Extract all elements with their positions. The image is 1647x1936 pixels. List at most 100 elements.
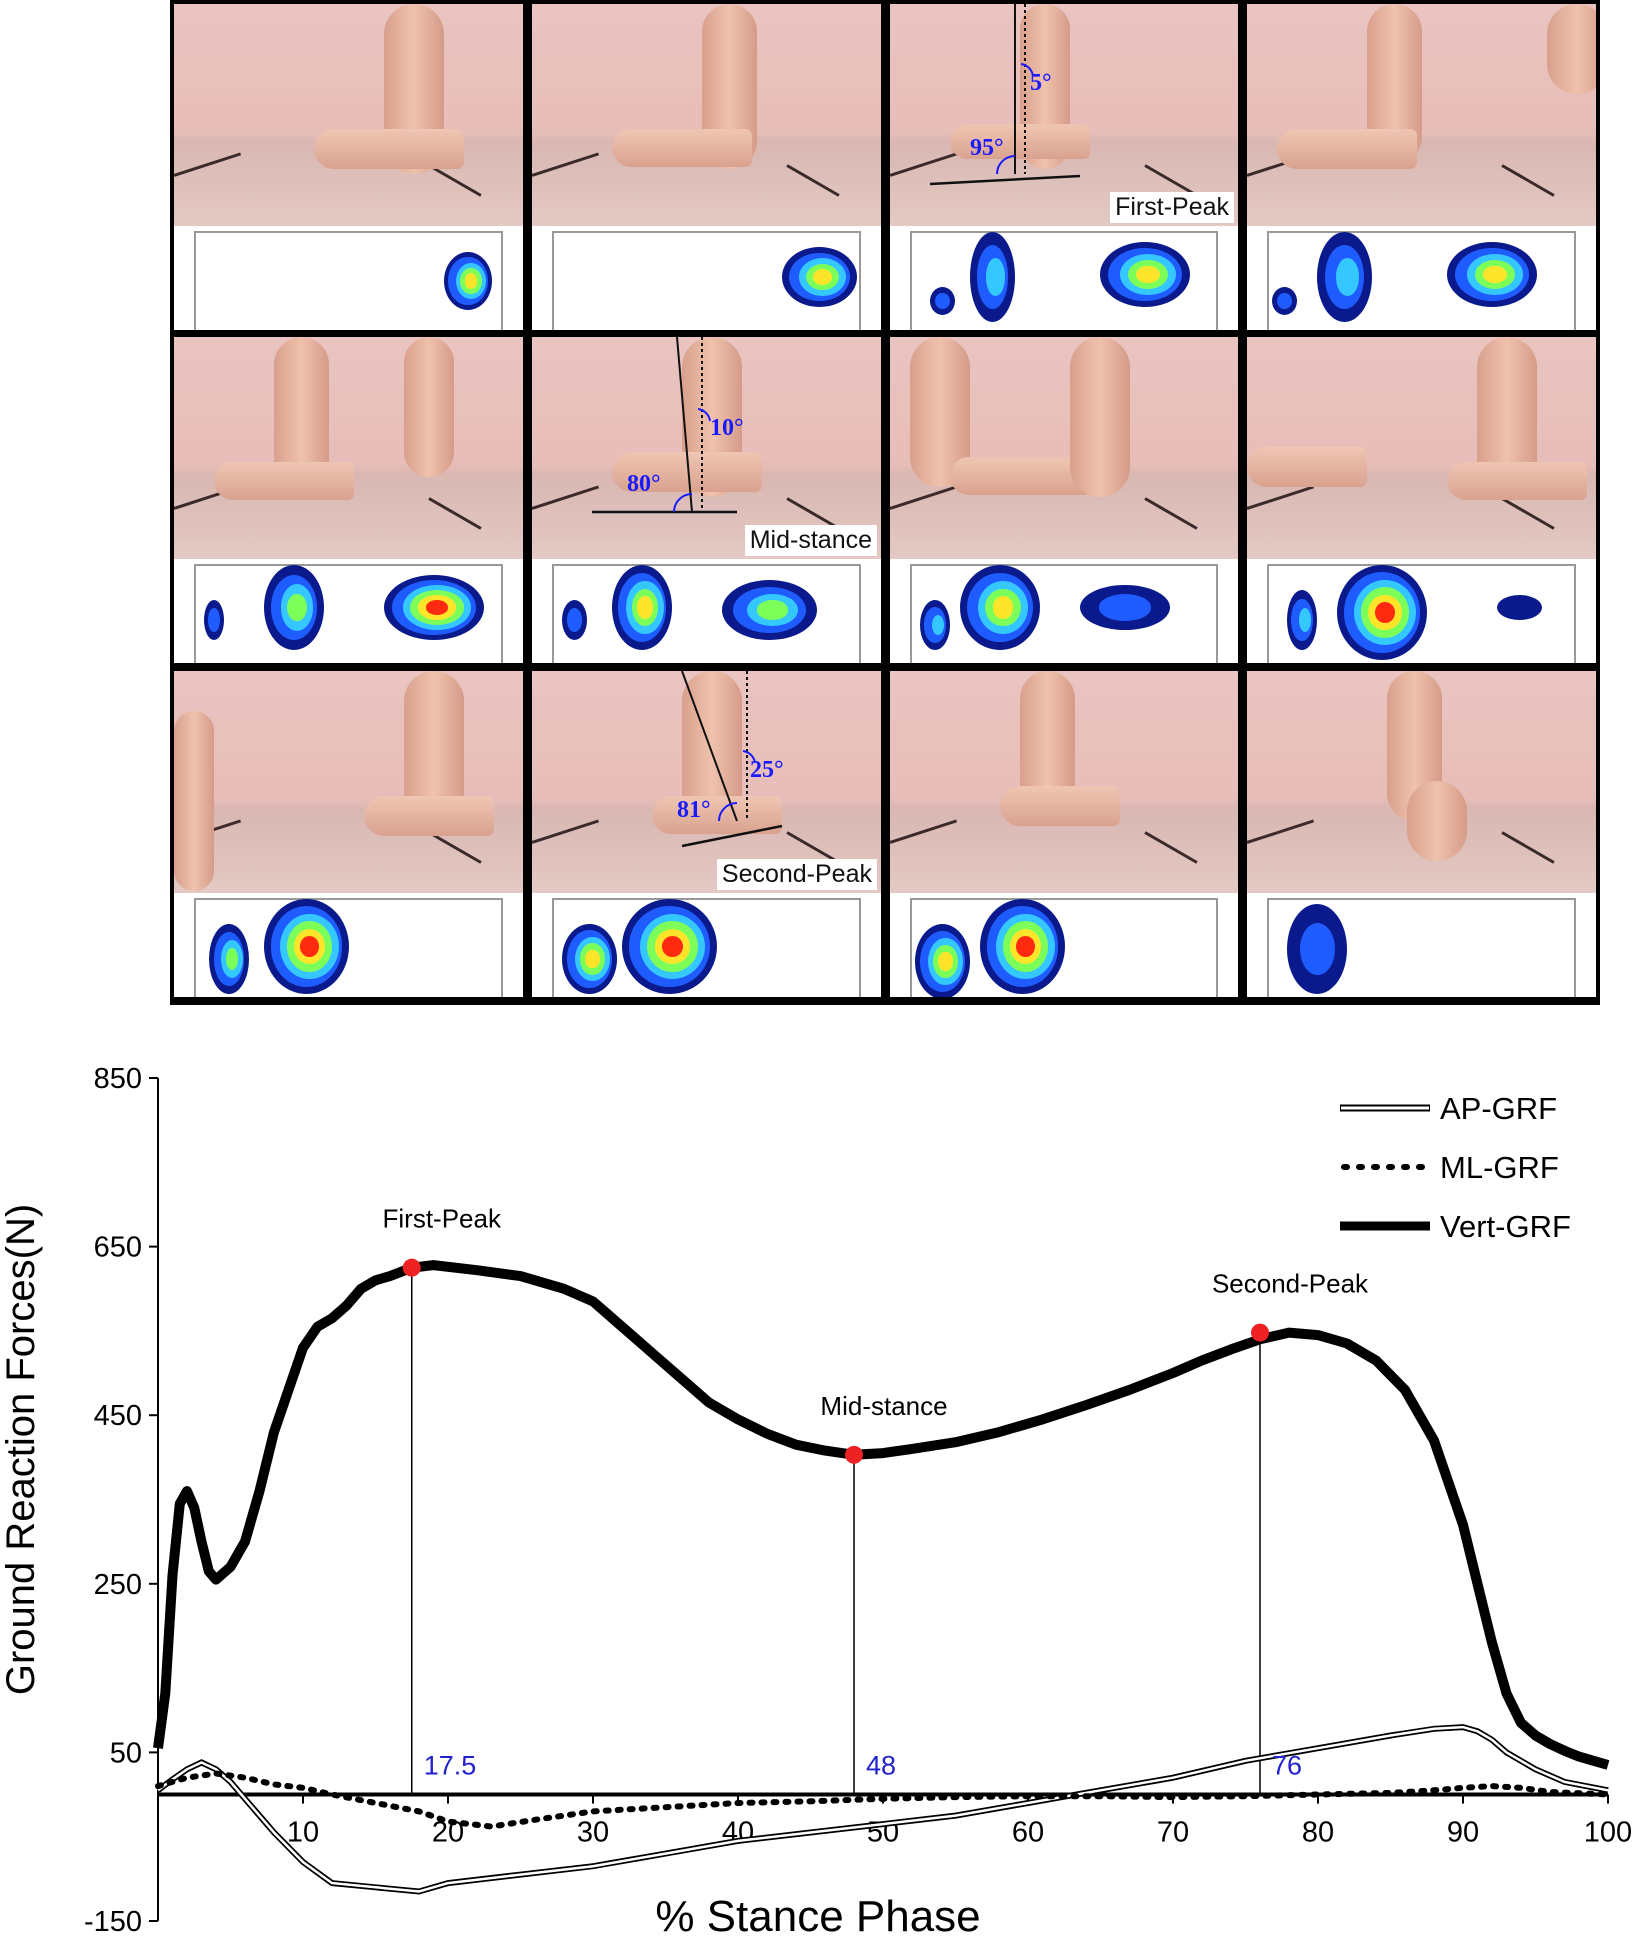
pressure-blob — [300, 936, 319, 957]
stance-panel-6: 10° 80° Mid-stance — [532, 337, 881, 663]
foot-shape — [1447, 462, 1587, 500]
x-tick-label: 20 — [432, 1817, 464, 1849]
y-axis-title: Ground Reaction Forces(N) — [0, 1204, 43, 1695]
annotation-value: 48 — [866, 1751, 896, 1781]
pressure-blob — [1277, 292, 1292, 310]
annotation-label: Second-Peak — [1212, 1269, 1369, 1299]
annotation-label: First-Peak — [383, 1204, 502, 1234]
x-tick-label: 70 — [1157, 1817, 1189, 1849]
angle-arc — [1020, 63, 1034, 77]
legend-label: ML-GRF — [1440, 1150, 1559, 1185]
pressure-blob — [992, 596, 1014, 619]
pressure-blob — [662, 936, 683, 957]
plate-frame — [1267, 898, 1576, 997]
stance-panel-8 — [1247, 337, 1596, 663]
x-axis-title: % Stance Phase — [655, 1892, 980, 1936]
gait-photo — [890, 671, 1238, 893]
shank-axis-line — [676, 337, 693, 513]
series-ap-grf-inner — [157, 1725, 1609, 1893]
angle-value-upper: 5° — [1030, 70, 1052, 96]
floor-tile-line — [1501, 164, 1555, 197]
plate-frame — [552, 231, 861, 330]
foot-axis-line — [929, 174, 1081, 186]
pressure-plate-map — [174, 227, 523, 330]
pressure-blob — [757, 600, 788, 620]
phase-label: Mid-stance — [744, 525, 877, 556]
floor-tile-line — [890, 819, 958, 844]
peak-marker — [402, 1258, 421, 1277]
x-tick-label: 90 — [1447, 1817, 1479, 1849]
floor-tile-line — [428, 831, 482, 864]
leg-shape — [174, 711, 214, 891]
x-tick-label: 10 — [287, 1817, 319, 1849]
annotation-value: 76 — [1272, 1751, 1302, 1781]
pressure-blob — [585, 949, 600, 969]
peak-marker — [1251, 1323, 1269, 1342]
foot-shape — [950, 124, 1090, 159]
leg-shape — [404, 337, 454, 477]
floor-tile-line — [532, 152, 600, 177]
series-ml-grf — [155, 1770, 1611, 1830]
gait-photo — [174, 671, 523, 893]
pressure-plate-map — [890, 227, 1238, 330]
pressure-blob — [1336, 258, 1359, 296]
floor-tile-line — [1247, 485, 1315, 510]
angle-arc — [697, 408, 711, 422]
angle-value-lower: 81° — [677, 797, 711, 823]
foot-axis-line — [681, 824, 783, 848]
floor-tile-line — [786, 164, 840, 197]
foot-shape — [1247, 447, 1367, 487]
stance-panel-10: 25° 81° Second-Peak — [532, 671, 881, 997]
stance-panel-12 — [1247, 671, 1596, 997]
y-tick-label: -150 — [84, 1906, 142, 1936]
gait-photo — [890, 337, 1238, 559]
pressure-blob — [208, 608, 220, 632]
angle-value-upper: 10° — [710, 415, 744, 441]
angle-arc — [673, 493, 693, 513]
pressure-blob — [938, 951, 953, 972]
leg-shape — [1070, 337, 1130, 497]
floor-tile-line — [1247, 819, 1315, 844]
floor-tile-line — [174, 152, 242, 177]
pressure-blob — [1016, 936, 1035, 957]
foot-shape — [1277, 129, 1417, 169]
x-tick-label: 30 — [577, 1817, 609, 1849]
floor-tile-line — [890, 485, 958, 510]
y-tick-label: 50 — [110, 1737, 142, 1769]
floor-tile-line — [1144, 831, 1198, 864]
y-tick-label: 850 — [94, 1063, 142, 1095]
foot-shape — [314, 129, 464, 169]
pressure-blob — [1098, 594, 1152, 621]
pressure-blob — [464, 273, 478, 289]
plate-frame — [910, 564, 1218, 663]
annotation-label: Mid-stance — [820, 1391, 947, 1421]
angle-arc — [996, 155, 1016, 175]
shank-axis-line — [681, 671, 738, 822]
annotation-value: 17.5 — [424, 1751, 477, 1781]
y-tick-label: 650 — [94, 1232, 142, 1264]
floor-tile-line — [1501, 831, 1555, 864]
plate-frame — [552, 898, 861, 997]
pressure-plate-map — [532, 560, 881, 663]
gait-photo — [532, 671, 881, 893]
foot-shape — [652, 796, 782, 834]
pressure-plate-map — [890, 894, 1238, 997]
stance-panel-3: 5° 95° First-Peak — [890, 4, 1238, 330]
peak-marker — [845, 1445, 863, 1464]
pressure-plate-map — [1247, 227, 1596, 330]
x-tick-label: 100 — [1584, 1817, 1632, 1849]
pressure-blob — [1298, 607, 1312, 633]
stance-panel-7 — [890, 337, 1238, 663]
stance-panel-5 — [174, 337, 523, 663]
floor-tile-line — [428, 164, 482, 197]
pressure-blob — [225, 947, 239, 971]
gait-photo — [1247, 4, 1596, 226]
stance-panel-4 — [1247, 4, 1596, 330]
pressure-plate-map — [890, 560, 1238, 663]
legend-label: AP-GRF — [1440, 1091, 1557, 1126]
plate-frame — [1267, 564, 1576, 663]
plate-frame — [194, 231, 503, 330]
gait-photo — [890, 4, 1238, 226]
foot-shape — [950, 457, 1090, 495]
gait-photo — [1247, 671, 1596, 893]
